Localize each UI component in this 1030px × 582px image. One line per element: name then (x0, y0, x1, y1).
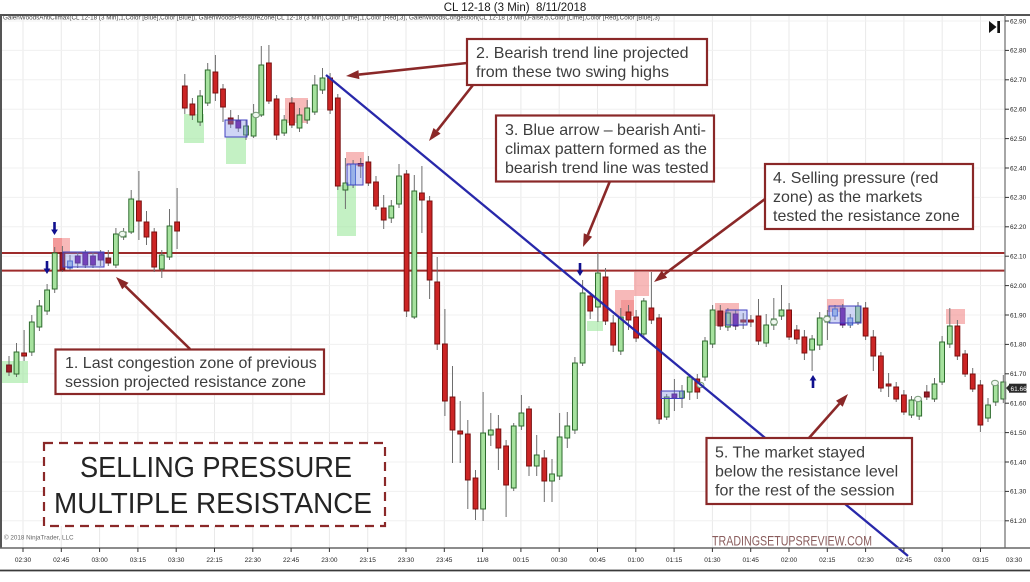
svg-text:03:00: 03:00 (91, 557, 108, 564)
svg-text:for the rest of the session: for the rest of the session (715, 483, 895, 500)
svg-text:03:30: 03:30 (168, 557, 185, 564)
svg-text:23:45: 23:45 (436, 557, 453, 564)
svg-text:62.90: 62.90 (1010, 18, 1027, 25)
svg-text:62.40: 62.40 (1010, 165, 1027, 172)
svg-text:61.80: 61.80 (1010, 342, 1027, 349)
svg-text:00:15: 00:15 (513, 557, 530, 564)
svg-text:tested the resistance zone: tested the resistance zone (773, 208, 960, 225)
svg-text:61.66: 61.66 (1011, 386, 1028, 393)
svg-text:23:30: 23:30 (398, 557, 415, 564)
svg-text:3. Blue arrow – bearish Anti-: 3. Blue arrow – bearish Anti- (505, 122, 706, 139)
svg-text:GalenWoodsAntiClimax(CL 12-18: GalenWoodsAntiClimax(CL 12-18 (3 Min),1,… (3, 15, 660, 22)
svg-text:session projected resistance z: session projected resistance zone (65, 374, 306, 391)
svg-text:62.10: 62.10 (1010, 254, 1027, 261)
svg-text:01:30: 01:30 (704, 557, 721, 564)
svg-text:03:30: 03:30 (1006, 557, 1023, 564)
svg-text:03:15: 03:15 (130, 557, 147, 564)
svg-text:02:00: 02:00 (781, 557, 798, 564)
svg-text:TRADINGSETUPSREVIEW.COM: TRADINGSETUPSREVIEW.COM (712, 534, 872, 549)
svg-text:climax pattern formed as the: climax pattern formed as the (505, 141, 707, 158)
svg-text:62.70: 62.70 (1010, 77, 1027, 84)
svg-text:22:15: 22:15 (206, 557, 223, 564)
svg-text:11/8: 11/8 (477, 557, 490, 564)
svg-text:23:15: 23:15 (360, 557, 377, 564)
svg-text:02:45: 02:45 (53, 557, 70, 564)
svg-text:01:00: 01:00 (628, 557, 645, 564)
svg-text:61.40: 61.40 (1010, 459, 1027, 466)
svg-text:61.60: 61.60 (1010, 401, 1027, 408)
svg-text:from these two swing highs: from these two swing highs (476, 64, 669, 81)
svg-text:62.50: 62.50 (1010, 136, 1027, 143)
svg-text:62.00: 62.00 (1010, 283, 1027, 290)
svg-text:SELLING PRESSURE: SELLING PRESSURE (80, 452, 352, 484)
svg-text:02:30: 02:30 (857, 557, 874, 564)
svg-text:22:45: 22:45 (283, 557, 300, 564)
svg-text:4. Selling pressure (red: 4. Selling pressure (red (773, 170, 938, 187)
svg-text:62.20: 62.20 (1010, 224, 1027, 231)
svg-text:62.30: 62.30 (1010, 195, 1027, 202)
svg-text:03:00: 03:00 (934, 557, 951, 564)
svg-text:below the resistance level: below the resistance level (715, 464, 898, 481)
svg-text:22:30: 22:30 (245, 557, 262, 564)
svg-text:02:30: 02:30 (15, 557, 32, 564)
svg-text:62.80: 62.80 (1010, 48, 1027, 55)
svg-text:03:15: 03:15 (972, 557, 989, 564)
svg-text:2. Bearish trend line projecte: 2. Bearish trend line projected (476, 45, 689, 62)
svg-text:© 2018 NinjaTrader, LLC: © 2018 NinjaTrader, LLC (4, 534, 74, 542)
svg-text:23:00: 23:00 (321, 557, 338, 564)
svg-text:61.20: 61.20 (1010, 518, 1027, 525)
svg-text:02:15: 02:15 (819, 557, 836, 564)
svg-text:61.70: 61.70 (1010, 371, 1027, 378)
svg-text:02:45: 02:45 (896, 557, 913, 564)
svg-text:bearish trend line was tested: bearish trend line was tested (505, 160, 709, 177)
svg-text:00:30: 00:30 (551, 557, 568, 564)
svg-text:MULTIPLE RESISTANCE: MULTIPLE RESISTANCE (54, 488, 372, 520)
svg-text:01:45: 01:45 (743, 557, 760, 564)
svg-text:1. Last congestion zone of pre: 1. Last congestion zone of previous (65, 355, 317, 372)
svg-text:61.50: 61.50 (1010, 430, 1027, 437)
svg-text:01:15: 01:15 (666, 557, 683, 564)
svg-text:62.60: 62.60 (1010, 107, 1027, 114)
svg-text:CL 12-18 (3 Min) 8/11/2018: CL 12-18 (3 Min) 8/11/2018 (444, 2, 587, 14)
svg-text:zone) as the markets: zone) as the markets (773, 189, 922, 206)
svg-text:5. The market stayed: 5. The market stayed (715, 445, 865, 462)
svg-text:00:45: 00:45 (589, 557, 606, 564)
svg-text:61.30: 61.30 (1010, 489, 1027, 496)
svg-text:61.90: 61.90 (1010, 312, 1027, 319)
